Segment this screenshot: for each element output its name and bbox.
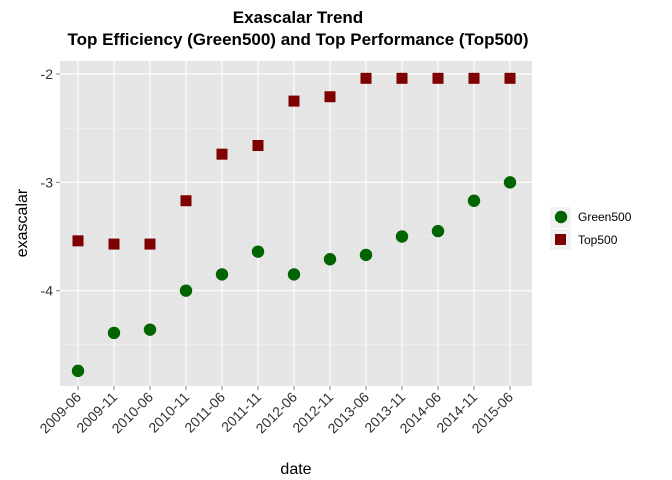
point-top500 [396, 72, 408, 84]
legend-key-green500 [554, 210, 568, 224]
point-top500 [252, 140, 264, 151]
point-top500 [360, 72, 372, 84]
point-top500 [432, 72, 444, 84]
point-green500 [431, 224, 445, 238]
x-axis-ticks: 2009-062009-112010-062010-112011-062011-… [36, 386, 516, 436]
point-green500 [215, 268, 229, 281]
y-axis-ticks: -4 -3 -2 [41, 66, 60, 299]
legend-key-top500 [555, 234, 566, 245]
point-green500 [395, 230, 409, 243]
point-top500 [324, 91, 336, 103]
chart-title: Exascalar Trend [233, 8, 363, 27]
plot-panel [60, 61, 532, 386]
point-top500 [504, 72, 516, 84]
legend: Green500 Top500 [550, 207, 632, 250]
point-top500 [180, 195, 192, 207]
point-top500 [288, 95, 300, 107]
series-layer [71, 72, 517, 378]
point-top500 [144, 238, 156, 250]
point-green500 [359, 248, 373, 262]
point-green500 [323, 253, 337, 266]
point-green500 [503, 176, 517, 189]
point-top500 [72, 235, 84, 247]
y-tick-label: -4 [41, 283, 54, 299]
point-top500 [216, 148, 228, 160]
grid-major [60, 61, 532, 386]
y-tick-label: -2 [41, 66, 54, 82]
point-green500 [107, 326, 121, 340]
x-axis-title: date [280, 461, 311, 478]
point-green500 [143, 323, 157, 336]
legend-label-green500: Green500 [578, 210, 632, 224]
point-green500 [287, 268, 301, 281]
x-tick-label: 2011-06 [181, 389, 228, 436]
chart-subtitle: Top Efficiency (Green500) and Top Perfor… [68, 30, 529, 49]
point-top500 [468, 72, 480, 84]
point-green500 [251, 245, 265, 258]
point-green500 [71, 364, 85, 378]
y-tick-label: -3 [41, 174, 54, 190]
grid-minor [60, 127, 532, 346]
y-axis-title: exascalar [14, 188, 31, 257]
point-green500 [179, 284, 193, 297]
legend-label-top500: Top500 [578, 233, 618, 247]
point-top500 [108, 238, 120, 250]
point-green500 [467, 194, 481, 207]
